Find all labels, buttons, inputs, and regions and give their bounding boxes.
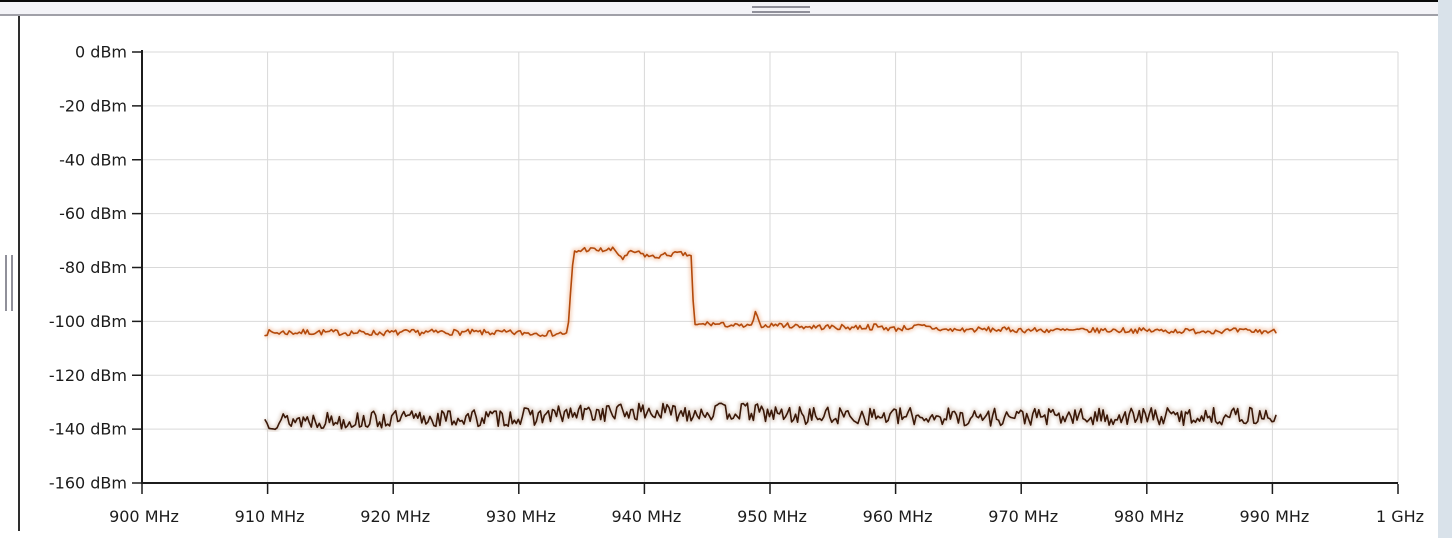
y-tick-label: -140 dBm <box>49 420 127 439</box>
y-tick-label: -80 dBm <box>59 258 127 277</box>
signal-trace <box>264 246 1277 337</box>
drag-handle-horizontal-icon[interactable] <box>752 6 810 14</box>
x-tick-label: 940 MHz <box>611 507 681 526</box>
x-tick-label: 920 MHz <box>360 507 430 526</box>
x-tick-label: 910 MHz <box>235 507 305 526</box>
tick-labels: 0 dBm -20 dBm -40 dBm -60 dBm -80 dBm -100 dB… <box>49 43 1424 527</box>
y-tick-label: -100 dBm <box>49 312 127 331</box>
x-tick-label: 980 MHz <box>1114 507 1184 526</box>
x-tick-label: 950 MHz <box>737 507 807 526</box>
y-tick-label: 0 dBm <box>75 43 127 62</box>
x-tick-label: 960 MHz <box>863 507 933 526</box>
x-tick-label: 990 MHz <box>1239 507 1309 526</box>
y-tick-label: -20 dBm <box>59 96 127 115</box>
window-top-border <box>0 0 1440 2</box>
x-tick-label: 900 MHz <box>109 507 179 526</box>
gridlines <box>142 51 1399 483</box>
left-splitter-bar[interactable] <box>0 16 17 531</box>
drag-handle-vertical-icon[interactable] <box>5 255 14 311</box>
x-tick-label: 930 MHz <box>486 507 556 526</box>
panel-left-border <box>18 16 20 531</box>
vertical-scrollbar[interactable] <box>1438 0 1452 538</box>
traces <box>262 244 1279 433</box>
x-tick-label: 970 MHz <box>988 507 1058 526</box>
top-splitter-bar[interactable] <box>0 2 1440 14</box>
axes <box>132 50 1399 494</box>
y-tick-label: -60 dBm <box>59 204 127 223</box>
noise-floor-trace <box>264 402 1277 431</box>
top-panel-divider <box>0 14 1440 16</box>
y-tick-label: -160 dBm <box>49 474 127 493</box>
x-tick-label: 1 GHz <box>1376 507 1424 526</box>
y-tick-label: -120 dBm <box>49 366 127 385</box>
y-tick-label: -40 dBm <box>59 150 127 169</box>
